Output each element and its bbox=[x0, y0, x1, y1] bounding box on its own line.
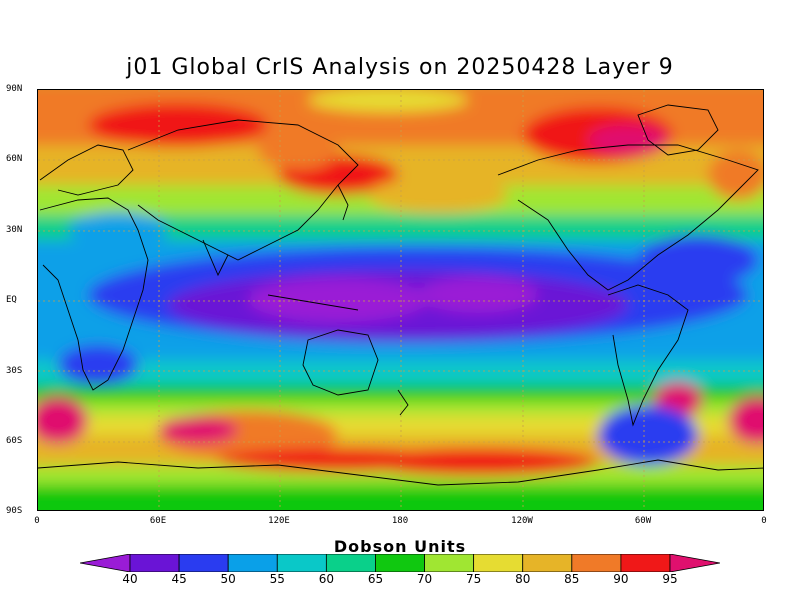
lon-label: 60E bbox=[149, 516, 167, 526]
lat-label: 60S bbox=[6, 436, 23, 446]
colorbar-tick-label: 60 bbox=[318, 572, 334, 586]
ozone-contours bbox=[38, 90, 763, 510]
colorbar-tick-label: 55 bbox=[269, 572, 285, 586]
colorbar-segment bbox=[227, 554, 278, 572]
lon-label: 0 bbox=[34, 516, 40, 526]
lon-label: 180 bbox=[391, 516, 409, 526]
colorbar-segment bbox=[522, 554, 573, 572]
colorbar-segment bbox=[669, 554, 720, 572]
colorbar-segment bbox=[178, 554, 229, 572]
colorbar-tick-label: 40 bbox=[122, 572, 138, 586]
coastlines bbox=[38, 104, 763, 486]
colorbar-tick-label: 50 bbox=[220, 572, 236, 586]
colorbar-segment bbox=[473, 554, 524, 572]
lon-label: 0 bbox=[761, 516, 767, 526]
lat-label: 30S bbox=[6, 366, 23, 376]
map-title: j01 Global CrIS Analysis on 20250428 Lay… bbox=[126, 55, 674, 80]
lon-label: 60W bbox=[634, 516, 652, 526]
colorbar-segment bbox=[80, 554, 131, 572]
colorbar-tick-label: 85 bbox=[564, 572, 580, 586]
lat-label: 30N bbox=[6, 225, 23, 235]
colorbar-tick-label: 80 bbox=[515, 572, 531, 586]
lat-label: EQ bbox=[6, 295, 17, 305]
colorbar-segment bbox=[620, 554, 671, 572]
colorbar-segment bbox=[129, 554, 180, 572]
colorbar-segment bbox=[276, 554, 327, 572]
lon-label: 120W bbox=[511, 516, 533, 526]
ozone-map bbox=[37, 89, 764, 511]
colorbar-tick-label: 70 bbox=[416, 572, 433, 586]
lat-label: 60N bbox=[6, 154, 23, 164]
ozone-field bbox=[38, 90, 763, 510]
colorbar-tick-label: 90 bbox=[613, 572, 629, 586]
colorbar-tick-label: 45 bbox=[171, 572, 187, 586]
colorbar bbox=[80, 554, 720, 572]
colorbar-title: Dobson Units bbox=[333, 537, 467, 556]
gridlines bbox=[38, 90, 763, 510]
colorbar-segment bbox=[424, 554, 475, 572]
colorbar-tick-label: 65 bbox=[367, 572, 384, 586]
colorbar-tick-label: 95 bbox=[662, 572, 678, 586]
colorbar-segment bbox=[375, 554, 425, 572]
lat-label: 90N bbox=[6, 84, 23, 94]
colorbar-tick-label: 75 bbox=[465, 572, 482, 586]
colorbar-segment bbox=[325, 554, 376, 572]
lon-label: 120E bbox=[268, 516, 290, 526]
colorbar-segment bbox=[571, 554, 622, 572]
lat-label: 90S bbox=[6, 506, 23, 516]
